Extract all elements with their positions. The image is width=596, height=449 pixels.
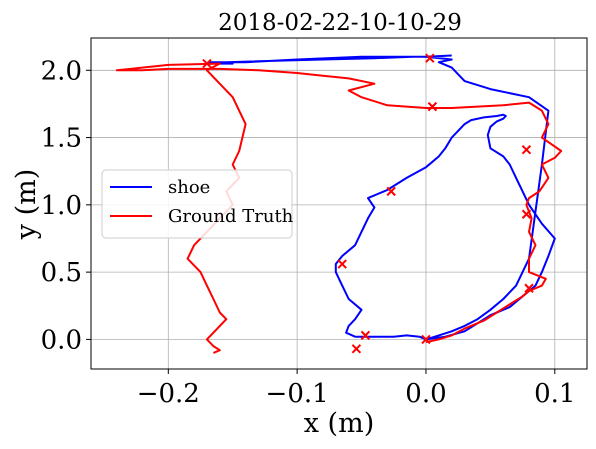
x-marker bbox=[427, 101, 438, 112]
axis-ticks: −0.2 −0.1 0.0 0.1 0.0 0.5 1.0 1.5 2.0 bbox=[41, 56, 576, 409]
legend-label-ground-truth: Ground Truth bbox=[168, 206, 294, 227]
x-marker bbox=[351, 344, 362, 354]
y-tick-label: 0.5 bbox=[41, 258, 82, 288]
y-axis-label: y (m) bbox=[11, 169, 42, 241]
x-marker bbox=[386, 186, 396, 197]
legend-label-shoe: shoe bbox=[168, 177, 210, 198]
x-marker bbox=[524, 283, 534, 293]
chart-title: 2018-02-22-10-10-29 bbox=[218, 10, 462, 36]
grid-lines bbox=[91, 38, 587, 369]
x-axis-label: x (m) bbox=[304, 408, 374, 439]
plot-frame bbox=[90, 37, 588, 370]
marker-layer bbox=[202, 53, 534, 354]
legend: shoe Ground Truth bbox=[101, 169, 294, 239]
x-marker bbox=[360, 330, 371, 341]
series-line-ground-truth bbox=[115, 62, 563, 354]
x-tick-label: 0.0 bbox=[405, 379, 446, 409]
x-marker bbox=[521, 209, 532, 219]
x-marker bbox=[337, 259, 347, 269]
x-marker bbox=[202, 58, 212, 69]
x-tick-label: 0.1 bbox=[534, 379, 575, 409]
y-tick-label: 2.0 bbox=[41, 56, 82, 86]
y-tick-label: 1.5 bbox=[41, 124, 82, 154]
y-tick-label: 1.0 bbox=[41, 191, 82, 221]
x-marker bbox=[521, 144, 532, 155]
x-tick-label: −0.1 bbox=[266, 379, 329, 409]
y-tick-label: 0.0 bbox=[41, 325, 82, 355]
x-marker bbox=[425, 53, 435, 63]
x-marker bbox=[421, 334, 431, 345]
x-tick-label: −0.2 bbox=[137, 379, 200, 409]
